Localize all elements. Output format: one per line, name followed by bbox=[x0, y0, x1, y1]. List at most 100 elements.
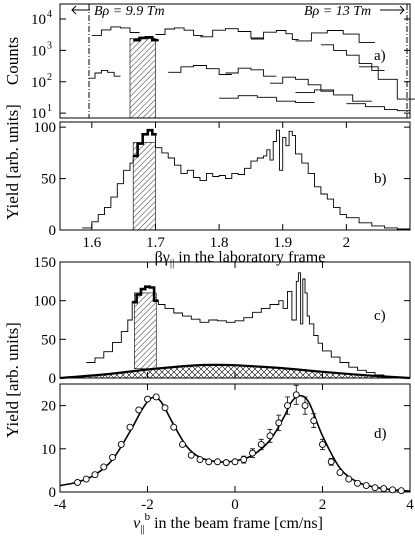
panel-c-background-fill bbox=[60, 364, 410, 378]
panel-d-data-point bbox=[82, 475, 90, 483]
panel-c-ticks: 0 50 100 150 bbox=[34, 255, 411, 387]
panel-d-data-point bbox=[100, 463, 108, 471]
panel-a-series-3 bbox=[155, 27, 204, 36]
panel-d-data-point bbox=[231, 458, 239, 466]
left-rigidity-label: Bρ = 9.9 Tm bbox=[94, 4, 165, 19]
panel-d-label: d) bbox=[374, 426, 387, 442]
panel-a-series-14 bbox=[359, 66, 415, 100]
panel-a-ytick-label: 10 bbox=[31, 12, 46, 28]
panel-a-ytick-exponent: 1 bbox=[47, 103, 52, 114]
panel-b-gated-spectrum bbox=[133, 128, 157, 158]
panel-d-data-point bbox=[310, 417, 318, 425]
panel-b-xtick-label: 1.6 bbox=[82, 235, 101, 251]
panel-c-ytick-label: 0 bbox=[49, 371, 57, 387]
panel-b-ticks: 0 50 100 1.6 1.7 1.8 1.9 2 bbox=[34, 120, 410, 251]
panel-a-series-5 bbox=[250, 30, 299, 41]
panel-d-data-point bbox=[205, 458, 213, 466]
panel-a-frame bbox=[59, 3, 411, 119]
panel-a-series-8 bbox=[225, 67, 277, 77]
panel-a-series-2 bbox=[133, 36, 159, 42]
panel-d-ytick-label: 20 bbox=[41, 399, 56, 415]
panel-d-data-point bbox=[249, 449, 256, 457]
panel-d-data-point bbox=[380, 485, 388, 492]
panel-b-label: b) bbox=[374, 171, 387, 187]
panel-a-series-7 bbox=[168, 65, 232, 75]
panel-d-data-point bbox=[109, 453, 116, 461]
panel-a-ytick-label: 10 bbox=[31, 43, 46, 59]
panel-c-plot bbox=[59, 272, 411, 380]
panel-d-data-point bbox=[275, 419, 283, 427]
panel-d-xtick-label: 0 bbox=[231, 497, 239, 513]
panel-a-ytick-exponent: 2 bbox=[47, 72, 52, 83]
panel-c-frame bbox=[59, 261, 411, 379]
panel-b-xtick-label: 2 bbox=[343, 235, 351, 251]
panel-d-data-point bbox=[327, 458, 335, 466]
panel-c: 0 50 100 150 c) bbox=[34, 255, 411, 387]
panel-d-data-point bbox=[319, 441, 326, 448]
panel-a-series-4 bbox=[200, 28, 264, 39]
panel-d-data-point bbox=[187, 451, 195, 459]
panel-d-data-point bbox=[126, 423, 134, 431]
panel-d-data-point bbox=[257, 441, 265, 448]
panel-b-xtick-label: 1.7 bbox=[146, 235, 165, 251]
panel-d-data-point bbox=[389, 486, 396, 494]
panel-b-xtick-label: 1.9 bbox=[273, 235, 292, 251]
right-rigidity-label: Bρ = 13 Tm bbox=[304, 4, 371, 19]
panel-b-plot bbox=[82, 128, 410, 231]
panel-b-frame bbox=[59, 121, 411, 231]
panel-d-data-point bbox=[284, 402, 291, 410]
yield-label-upper: Yield [arb. units] bbox=[3, 104, 22, 220]
panel-d-fit-curve bbox=[59, 394, 411, 492]
panel-b-xtick-label: 1.8 bbox=[210, 235, 229, 251]
panel-d-xtick-label: 4 bbox=[406, 497, 414, 513]
panel-d-data-point bbox=[91, 471, 99, 479]
panel-a-series-12 bbox=[295, 89, 372, 102]
panel-a-ytick-exponent: 3 bbox=[47, 40, 52, 51]
left-arrow-icon bbox=[71, 5, 90, 15]
panel-d-frame bbox=[59, 383, 411, 493]
panel-d-data-point bbox=[240, 456, 248, 464]
panel-c-background-curve bbox=[59, 363, 411, 380]
panel-d-data-point bbox=[161, 404, 169, 412]
panel-c-spectrum bbox=[86, 272, 393, 377]
panel-a-series-11 bbox=[219, 95, 315, 103]
panel-d-data-point bbox=[144, 395, 151, 403]
panel-b-spectrum bbox=[82, 129, 410, 230]
panel-a-label: a) bbox=[374, 48, 386, 64]
panel-b: 0 50 100 1.6 1.7 1.8 1.9 2 b) βγ|| in the labor… bbox=[34, 120, 411, 269]
panel-d-data-point bbox=[196, 456, 204, 464]
panel-d-data-point bbox=[354, 479, 361, 487]
panel-c-ytick-label: 100 bbox=[34, 294, 57, 310]
panel-b-ytick-label: 50 bbox=[41, 172, 56, 188]
panel-b-ytick-label: 0 bbox=[49, 223, 57, 239]
panel-b-xlabel: βγ|| in the laboratory frame bbox=[155, 249, 326, 269]
panel-d-data-point bbox=[222, 459, 230, 467]
panel-a-series-6 bbox=[295, 30, 375, 43]
panel-d-data-point bbox=[371, 484, 379, 492]
panel-c-gated-spectrum bbox=[132, 285, 159, 304]
panel-c-ytick-label: 50 bbox=[41, 332, 56, 348]
panel-a-plot bbox=[88, 26, 415, 119]
panel-a-series-1 bbox=[88, 69, 121, 79]
panel-d-data-point bbox=[214, 458, 221, 466]
panel-d-ytick-label: 10 bbox=[41, 442, 56, 458]
panel-d-data-point bbox=[397, 487, 405, 495]
panel-a-ytick-exponent: 4 bbox=[47, 9, 52, 20]
panel-a-gate bbox=[129, 38, 156, 119]
panel-d-data-point bbox=[345, 475, 353, 483]
panel-a-series-0 bbox=[91, 26, 140, 36]
panel-d-data-point bbox=[179, 441, 186, 448]
panel-d-data-point bbox=[266, 432, 274, 440]
panel-b-gate bbox=[132, 142, 156, 231]
panel-d-xtick-label: -4 bbox=[54, 497, 67, 513]
panel-d-xtick-label: -2 bbox=[141, 497, 154, 513]
panel-d-data-point bbox=[135, 406, 143, 414]
panel-c-label: c) bbox=[374, 308, 386, 324]
panel-d-data-point bbox=[170, 423, 178, 431]
panel-d: 0 10 20 -4 -2 0 2 4 d) v||b in the beam frame [… bbox=[41, 383, 414, 535]
panel-c-ytick-label: 150 bbox=[34, 255, 57, 271]
panel-d-data-point bbox=[152, 393, 160, 401]
